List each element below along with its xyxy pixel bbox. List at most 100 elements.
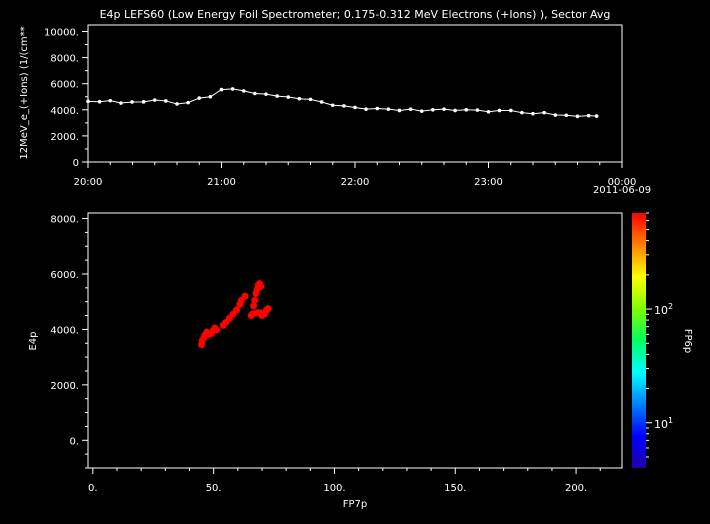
time-series-x-tick-label: 23:00 bbox=[474, 177, 503, 188]
scatter-point bbox=[233, 306, 241, 314]
time-series-point bbox=[119, 101, 123, 105]
time-series-y-tick-label: 6000. bbox=[50, 80, 79, 91]
colorbar-tick-label: 102 bbox=[654, 302, 673, 317]
time-series-point bbox=[152, 98, 157, 102]
time-series-point bbox=[475, 108, 480, 112]
scatter-x-tick-label: 200. bbox=[565, 483, 587, 494]
time-series-point bbox=[264, 92, 268, 96]
time-series-point bbox=[397, 108, 402, 113]
time-series-point bbox=[208, 94, 213, 99]
time-series-point bbox=[308, 97, 313, 102]
colorbar-tick-exponent: 2 bbox=[668, 302, 673, 311]
scatter-x-tick-label: 0. bbox=[88, 483, 98, 494]
time-series-point bbox=[431, 108, 435, 112]
scatter-y-tick-label: 4000. bbox=[50, 325, 79, 336]
scatter-x-tick-label: 100. bbox=[323, 483, 345, 494]
time-series-point bbox=[197, 96, 202, 100]
colorbar-tick-label: 101 bbox=[654, 416, 673, 431]
time-series-date-label: 2011-06-09 bbox=[593, 185, 651, 196]
time-series-x-tick-label: 21:00 bbox=[207, 177, 236, 188]
time-series-y-tick-label: 8000. bbox=[50, 54, 79, 65]
colorbar-gradient bbox=[632, 213, 646, 468]
time-series-point bbox=[164, 99, 168, 103]
time-series-y-tick-label: 4000. bbox=[50, 106, 79, 117]
scatter-y-axis-label: E4p bbox=[28, 331, 39, 350]
time-series-axes: 0 2000. 4000. 6000. 8000. 10000. 20:00 21:00 22:… bbox=[44, 28, 636, 188]
scatter-frame bbox=[87, 212, 623, 469]
time-series-point bbox=[508, 108, 513, 113]
scatter-point bbox=[250, 302, 258, 310]
time-series-point bbox=[186, 100, 190, 105]
time-series-x-tick-label: 22:00 bbox=[341, 177, 370, 188]
colorbar-tick-base: 10 bbox=[654, 304, 668, 317]
time-series-point bbox=[319, 100, 324, 104]
scatter-y-tick-label: 6000. bbox=[50, 270, 79, 281]
time-series-x-tick-label: 20:00 bbox=[74, 177, 103, 188]
colorbar-tick-base: 10 bbox=[654, 418, 668, 431]
time-series-point bbox=[408, 107, 413, 111]
time-series-point bbox=[594, 114, 599, 118]
time-series-y-tick-label: 10000. bbox=[44, 28, 79, 39]
time-series-point bbox=[453, 108, 457, 113]
time-series-point bbox=[542, 110, 546, 115]
time-series-point bbox=[353, 105, 357, 110]
time-series-point bbox=[342, 104, 346, 108]
time-series-point bbox=[219, 87, 224, 92]
time-series-point bbox=[575, 114, 580, 119]
time-series-point bbox=[520, 110, 524, 115]
scatter-axes: 0. 2000. 4000. 6000. 8000. 0. 50. 100. 150. 200. bbox=[50, 215, 601, 494]
time-series-point bbox=[253, 91, 257, 96]
scatter-y-tick-label: 8000. bbox=[50, 215, 79, 226]
time-series-point bbox=[486, 109, 491, 114]
time-series-point bbox=[286, 95, 291, 99]
scatter-point bbox=[241, 292, 249, 300]
time-series-point bbox=[531, 111, 535, 116]
time-series-point bbox=[175, 102, 179, 106]
time-series-point bbox=[375, 106, 380, 111]
scatter-point bbox=[213, 326, 221, 334]
scatter-point bbox=[264, 305, 272, 313]
time-series-x-tick-label: 00:00 bbox=[608, 177, 637, 188]
scatter-x-tick-label: 50. bbox=[206, 483, 222, 494]
time-series-point bbox=[386, 107, 391, 111]
time-series-point bbox=[297, 96, 302, 101]
time-series-panel: E4p LEFS60 (Low Energy Foil Spectrometer… bbox=[19, 8, 651, 196]
time-series-point bbox=[130, 100, 134, 104]
scatter-panel: FP7p E4p 0. 2000. 4000. 6000. 8000. 0. 50. 100.… bbox=[28, 212, 623, 510]
time-series-point bbox=[141, 100, 146, 104]
scatter-y-tick-label: 0. bbox=[69, 436, 79, 447]
time-series-point bbox=[86, 99, 90, 104]
time-series-point bbox=[497, 108, 502, 113]
time-series-y-tick-label: 2000. bbox=[50, 132, 79, 143]
time-series-frame bbox=[87, 24, 623, 163]
time-series-title: E4p LEFS60 (Low Energy Foil Spectrometer… bbox=[100, 8, 611, 21]
time-series-point bbox=[553, 113, 558, 117]
time-series-point bbox=[330, 103, 335, 108]
time-series-point bbox=[275, 94, 279, 98]
scatter-x-tick-label: 150. bbox=[444, 483, 466, 494]
colorbar-tick-exponent: 1 bbox=[668, 416, 673, 425]
time-series-point bbox=[108, 98, 113, 103]
time-series-point bbox=[97, 99, 102, 104]
scatter-y-tick-label: 2000. bbox=[50, 381, 79, 392]
scatter-x-axis-label: FP7p bbox=[343, 499, 368, 510]
time-series-y-axis-label: 12MeV_e_(+Ions) (1/(cm** bbox=[19, 26, 30, 159]
scatter-point bbox=[251, 296, 259, 304]
time-series-point bbox=[419, 109, 424, 113]
time-series-point bbox=[586, 113, 591, 118]
time-series-point bbox=[564, 113, 569, 118]
time-series-point bbox=[241, 89, 246, 93]
scatter-points bbox=[198, 280, 272, 349]
time-series-y-tick-label: 0 bbox=[73, 158, 79, 169]
time-series-point bbox=[464, 108, 469, 112]
time-series-point bbox=[230, 87, 235, 91]
scatter-point bbox=[253, 309, 261, 317]
time-series-point bbox=[442, 107, 446, 111]
time-series-line bbox=[86, 87, 599, 119]
time-series-point bbox=[364, 107, 368, 111]
scatter-point bbox=[257, 282, 265, 290]
colorbar-label: FP6p bbox=[682, 329, 693, 354]
